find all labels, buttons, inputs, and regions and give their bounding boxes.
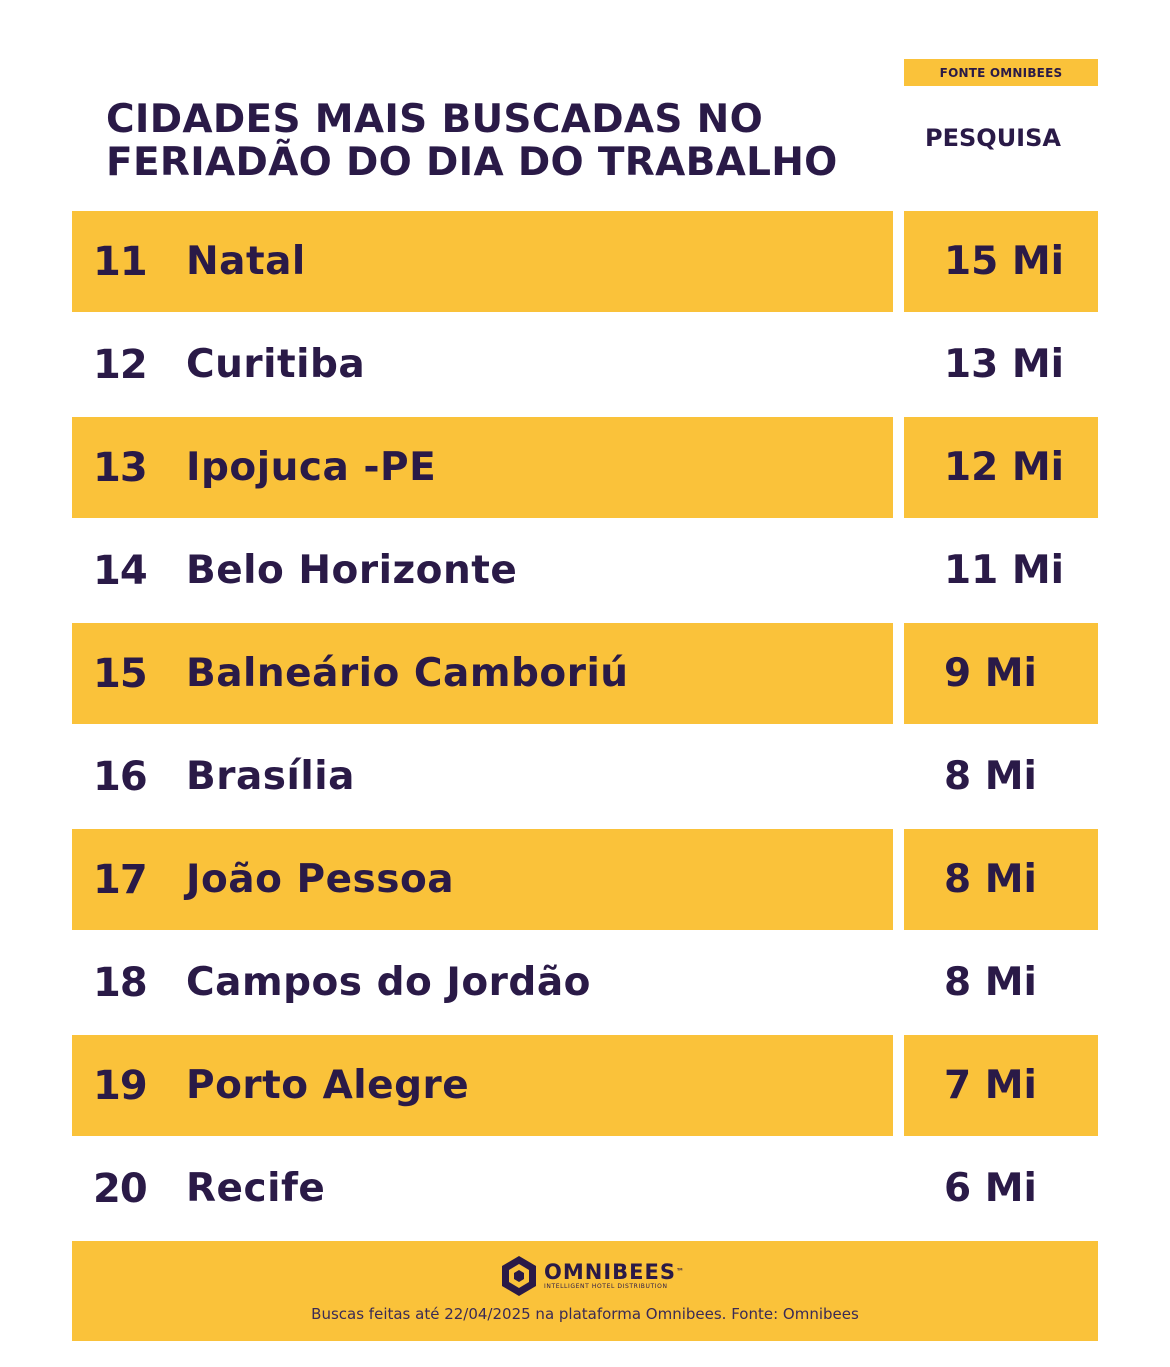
table-row: 11 Natal 15 Mi <box>72 211 1098 314</box>
row-label-cell: 13 Ipojuca -PE <box>72 417 893 518</box>
table-row: 18 Campos do Jordão 8 Mi <box>72 932 1098 1035</box>
row-label-cell: 11 Natal <box>72 211 893 312</box>
page-title: CIDADES MAIS BUSCADAS NO FERIADÃO DO DIA… <box>106 98 896 184</box>
omnibees-logo: OMNIBEES™ INTELLIGENT HOTEL DISTRIBUTION <box>500 1255 685 1297</box>
row-value: 15 Mi <box>944 239 1065 284</box>
row-value-cell: 9 Mi <box>904 623 1098 724</box>
row-rank: 20 <box>93 1165 148 1212</box>
row-city: Natal <box>186 239 306 284</box>
row-rank: 14 <box>93 547 148 594</box>
row-rank: 13 <box>93 444 148 491</box>
row-rank: 16 <box>93 753 148 800</box>
row-city: Curitiba <box>186 342 366 387</box>
row-rank: 12 <box>93 341 148 388</box>
row-value: 12 Mi <box>944 445 1065 490</box>
row-rank: 15 <box>93 650 148 697</box>
row-value: 11 Mi <box>944 548 1065 593</box>
table-row: 15 Balneário Camboriú 9 Mi <box>72 623 1098 726</box>
row-value: 8 Mi <box>944 857 1037 902</box>
footer-banner: OMNIBEES™ INTELLIGENT HOTEL DISTRIBUTION… <box>72 1241 1098 1341</box>
row-value: 13 Mi <box>944 342 1065 387</box>
row-rank: 11 <box>93 238 148 285</box>
row-value-cell: 8 Mi <box>904 932 1098 1033</box>
row-label-cell: 15 Balneário Camboriú <box>72 623 893 724</box>
row-value-cell: 8 Mi <box>904 726 1098 827</box>
logo-text: OMNIBEES™ INTELLIGENT HOTEL DISTRIBUTION <box>544 1261 685 1291</box>
footnote: Buscas feitas até 22/04/2025 na platafor… <box>311 1305 859 1323</box>
table-row: 12 Curitiba 13 Mi <box>72 314 1098 417</box>
row-value-cell: 12 Mi <box>904 417 1098 518</box>
row-label-cell: 16 Brasília <box>72 726 893 827</box>
row-city: Recife <box>186 1166 326 1211</box>
row-city: Ipojuca -PE <box>186 445 437 490</box>
row-label-cell: 17 João Pessoa <box>72 829 893 930</box>
row-value-cell: 8 Mi <box>904 829 1098 930</box>
row-label-cell: 20 Recife <box>72 1138 893 1239</box>
row-rank: 19 <box>93 1062 148 1109</box>
row-value-cell: 11 Mi <box>904 520 1098 621</box>
row-value: 8 Mi <box>944 754 1037 799</box>
row-value-cell: 13 Mi <box>904 314 1098 415</box>
column-header-pesquisa: PESQUISA <box>925 124 1061 152</box>
table-row: 20 Recife 6 Mi <box>72 1138 1098 1241</box>
row-city: João Pessoa <box>186 857 455 902</box>
title-line-1: CIDADES MAIS BUSCADAS NO <box>106 97 764 142</box>
row-value: 7 Mi <box>944 1063 1037 1108</box>
hexagon-logo-icon <box>502 1256 536 1296</box>
table-row: 17 João Pessoa 8 Mi <box>72 829 1098 932</box>
row-city: Porto Alegre <box>186 1063 470 1108</box>
table-row: 16 Brasília 8 Mi <box>72 726 1098 829</box>
title-line-2: FERIADÃO DO DIA DO TRABALHO <box>106 140 838 185</box>
table-row: 14 Belo Horizonte 11 Mi <box>72 520 1098 623</box>
row-label-cell: 18 Campos do Jordão <box>72 932 893 1033</box>
row-value: 6 Mi <box>944 1166 1037 1211</box>
row-value: 8 Mi <box>944 960 1037 1005</box>
row-city: Campos do Jordão <box>186 960 591 1005</box>
row-label-cell: 19 Porto Alegre <box>72 1035 893 1136</box>
logo-name: OMNIBEES™ <box>544 1260 685 1284</box>
row-value: 9 Mi <box>944 651 1037 696</box>
row-city: Brasília <box>186 754 355 799</box>
trademark-mark: ™ <box>675 1267 685 1276</box>
row-value-cell: 7 Mi <box>904 1035 1098 1136</box>
source-badge: FONTE OMNIBEES <box>904 59 1098 86</box>
row-label-cell: 14 Belo Horizonte <box>72 520 893 621</box>
logo-tagline: INTELLIGENT HOTEL DISTRIBUTION <box>544 1283 668 1290</box>
table-row: 13 Ipojuca -PE 12 Mi <box>72 417 1098 520</box>
row-rank: 17 <box>93 856 148 903</box>
row-city: Belo Horizonte <box>186 548 518 593</box>
row-value-cell: 15 Mi <box>904 211 1098 312</box>
row-rank: 18 <box>93 959 148 1006</box>
row-city: Balneário Camboriú <box>186 651 629 696</box>
table-row: 19 Porto Alegre 7 Mi <box>72 1035 1098 1138</box>
ranking-table: 11 Natal 15 Mi 12 Curitiba 13 Mi 13 Ipoj… <box>72 211 1098 1241</box>
row-value-cell: 6 Mi <box>904 1138 1098 1239</box>
row-label-cell: 12 Curitiba <box>72 314 893 415</box>
